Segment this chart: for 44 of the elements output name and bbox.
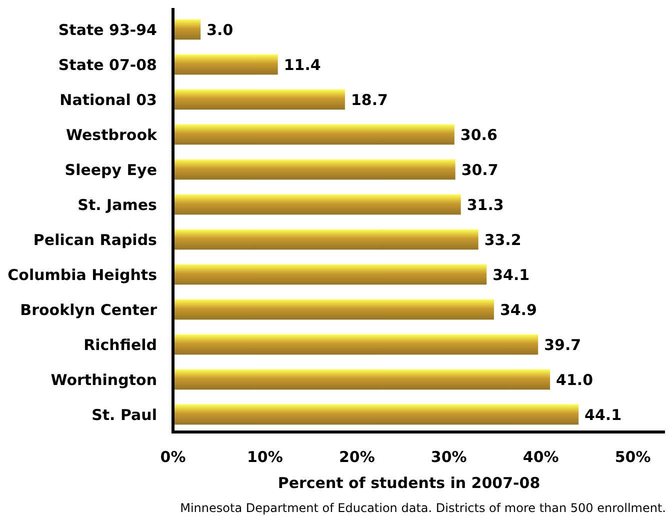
y-tick-label: State 07-08 xyxy=(58,56,157,74)
data-label: 34.1 xyxy=(492,266,530,284)
bar xyxy=(173,89,345,110)
x-tick-label: 0% xyxy=(160,448,186,466)
x-axis-title: Percent of students in 2007-08 xyxy=(278,474,540,492)
y-tick-label: Brooklyn Center xyxy=(20,300,158,319)
bar xyxy=(173,334,538,355)
y-tick-label: Westbrook xyxy=(66,126,158,144)
x-tick-label: 20% xyxy=(338,448,375,466)
bar xyxy=(173,369,550,390)
bar xyxy=(173,299,494,320)
data-label: 31.3 xyxy=(466,196,504,214)
data-label: 39.7 xyxy=(544,336,582,354)
bar xyxy=(173,159,456,180)
y-tick-label: St. Paul xyxy=(92,406,157,424)
data-label: 30.6 xyxy=(460,126,498,144)
y-tick-label: Columbia Heights xyxy=(8,266,158,284)
y-tick-label: St. James xyxy=(78,196,158,214)
bar xyxy=(173,54,278,75)
bar xyxy=(173,124,454,145)
y-tick-label: State 93-94 xyxy=(58,20,157,39)
bar xyxy=(173,19,201,40)
x-tick-label: 30% xyxy=(430,448,467,466)
y-tick-label: Richfield xyxy=(84,336,157,354)
data-label: 11.4 xyxy=(284,56,321,74)
y-tick-label: Pelican Rapids xyxy=(33,230,158,249)
x-tick-label: 10% xyxy=(247,448,283,466)
x-tick-label: 50% xyxy=(614,448,651,466)
y-tick-label: National 03 xyxy=(60,90,157,109)
y-tick-label: Sleepy Eye xyxy=(64,160,157,179)
data-label: 33.2 xyxy=(484,230,522,249)
bar xyxy=(173,229,478,250)
bar xyxy=(173,264,487,285)
data-label: 3.0 xyxy=(206,20,234,39)
data-label: 44.1 xyxy=(584,406,622,424)
data-label: 34.9 xyxy=(500,300,537,319)
bar xyxy=(173,404,579,425)
data-label: 18.7 xyxy=(350,90,388,109)
y-tick-label: Worthington xyxy=(50,370,157,389)
x-tick-label: 40% xyxy=(522,448,559,466)
data-label: 41.0 xyxy=(556,370,594,389)
data-label: 30.7 xyxy=(461,160,498,179)
text: Minnesota Department of Education data. Districts of more than 500 enrollment. xyxy=(180,501,666,515)
bar xyxy=(173,194,461,215)
